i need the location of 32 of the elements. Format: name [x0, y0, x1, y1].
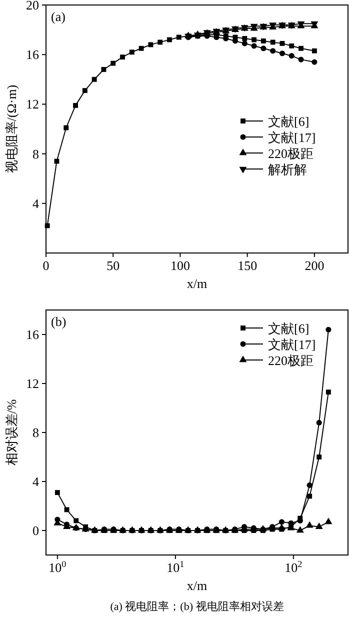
y-tick-label: 4 [32, 196, 40, 211]
annotation: (a) [51, 9, 66, 24]
legend-label: 220极距 [268, 353, 314, 368]
y-tick-label: 16 [26, 327, 40, 342]
y-tick-label: 8 [32, 146, 39, 162]
x-tick-label: 100 [170, 258, 190, 273]
y-tick-label: 4 [32, 474, 40, 489]
y-tick-label: 0 [32, 523, 39, 538]
x-tick-label: 200 [304, 258, 324, 273]
x-tick-label: 10$^{0}$ [48, 559, 67, 575]
y-axis-title: 视电阻率/(Ω·m) [4, 84, 19, 174]
y-tick-label: 16 [26, 47, 40, 62]
annotation: (b) [51, 314, 66, 329]
x-axis-title: x/m [186, 578, 208, 593]
y-tick-label: 12 [26, 96, 39, 112]
legend-label: 解析解 [268, 162, 307, 177]
legend-label: 文献[17] [268, 337, 316, 352]
legend-label: 文献[6] [268, 321, 310, 336]
legend-label: 220极距 [268, 146, 314, 161]
x-tick-label: 50 [106, 258, 120, 273]
x-tick-label: 10$^{1}$ [166, 559, 184, 575]
y-tick-label: 20 [26, 0, 39, 12]
legend-label: 文献[6] [268, 114, 310, 129]
x-tick-label: 0 [42, 258, 50, 273]
x-axis-title: x/m [186, 276, 208, 291]
text: (a) 视电阻率；(b) 视电阻率相对误差 [110, 600, 284, 613]
y-tick-label: 8 [32, 425, 39, 440]
y-tick-label: 12 [26, 376, 39, 391]
legend-label: 文献[17] [268, 130, 316, 145]
y-axis-title: 相对误差/% [4, 399, 19, 466]
x-tick-label: 150 [238, 258, 258, 273]
x-tick-label: 10$^{2}$ [284, 559, 303, 575]
